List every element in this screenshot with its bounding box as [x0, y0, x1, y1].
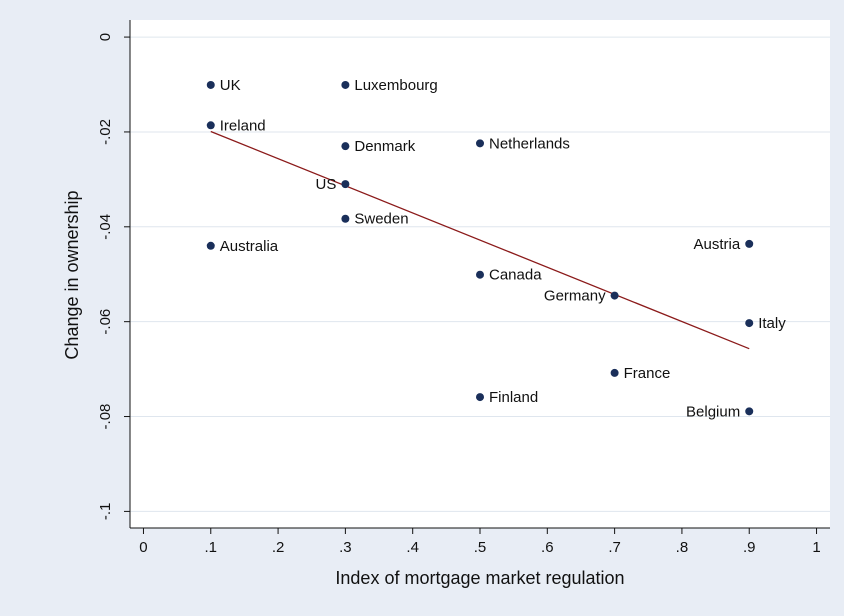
point-label: Sweden — [354, 211, 408, 228]
point-label: Luxembourg — [354, 77, 437, 94]
x-tick-label: 1 — [812, 539, 820, 556]
point-label: UK — [220, 77, 241, 94]
y-tick-label: 0 — [97, 33, 114, 41]
point-label: France — [624, 365, 671, 382]
point — [745, 239, 754, 248]
point — [206, 80, 215, 89]
point-label: Netherlands — [489, 135, 570, 152]
point-label: US — [316, 176, 337, 193]
y-tick-label: -.04 — [97, 214, 114, 240]
fit-line — [210, 130, 750, 350]
x-tick-label: .6 — [541, 539, 554, 556]
point-label: Germany — [544, 288, 606, 305]
point-label: Italy — [758, 315, 786, 332]
x-tick-label: .8 — [676, 539, 689, 556]
point — [206, 241, 215, 250]
point-label: Denmark — [354, 138, 415, 155]
x-tick-label: 0 — [139, 539, 147, 556]
point-label: Belgium — [686, 403, 740, 420]
point — [610, 368, 619, 377]
y-tick-label: -.02 — [97, 119, 114, 145]
x-tick-label: .4 — [406, 539, 419, 556]
x-tick-label: .2 — [272, 539, 285, 556]
point — [476, 270, 484, 279]
x-tick-label: .5 — [474, 539, 487, 556]
y-tick-label: -.1 — [97, 503, 114, 521]
x-tick-label: .3 — [339, 539, 352, 556]
point — [610, 291, 619, 300]
point-label: Finland — [489, 389, 538, 406]
point — [745, 319, 754, 328]
x-axis-title: Index of mortgage market regulation — [335, 568, 624, 588]
point — [476, 393, 484, 402]
point-label: Ireland — [220, 117, 266, 134]
point — [341, 180, 350, 189]
point — [341, 80, 350, 89]
point — [476, 139, 484, 148]
x-tick-label: .1 — [205, 539, 218, 556]
point — [206, 121, 215, 130]
y-axis-title: Change in ownership — [62, 190, 82, 359]
point-label: Australia — [220, 238, 279, 255]
point — [341, 214, 350, 223]
point-label: Austria — [694, 236, 741, 253]
y-tick-label: -.08 — [97, 404, 114, 430]
point — [341, 142, 350, 151]
y-tick-label: -.06 — [97, 309, 114, 335]
point-label: Canada — [489, 267, 542, 284]
point — [745, 407, 754, 416]
x-tick-label: .7 — [608, 539, 621, 556]
x-tick-label: .9 — [743, 539, 756, 556]
